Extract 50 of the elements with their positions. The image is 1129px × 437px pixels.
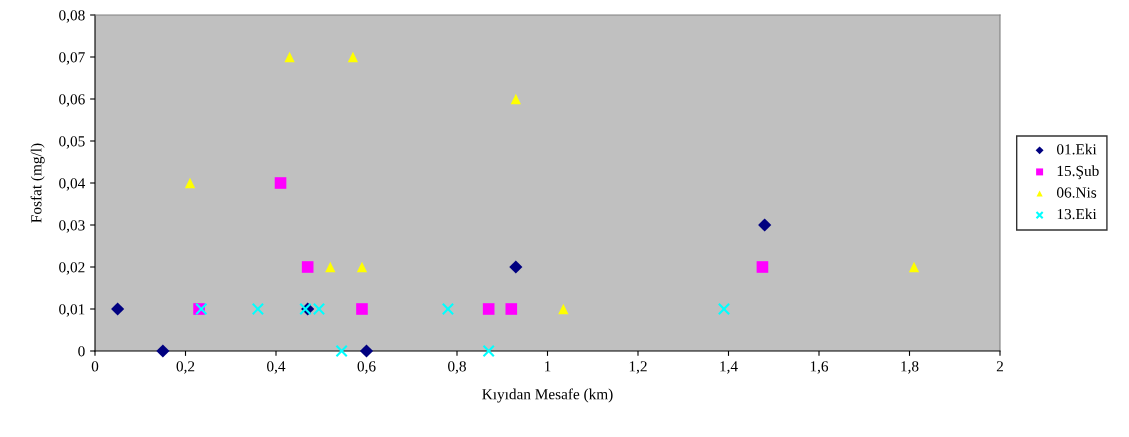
- point: [482, 303, 495, 315]
- x-tick-label: 1,6: [810, 361, 829, 374]
- point: [335, 344, 348, 358]
- point: [482, 344, 495, 358]
- point: [758, 218, 772, 232]
- x-tick-label: 0,8: [448, 361, 466, 374]
- point: [347, 51, 359, 63]
- point: [558, 303, 569, 315]
- y-tick-label: 0: [78, 346, 85, 357]
- x-tick-label: 0,4: [267, 361, 286, 374]
- y-tick-label: 0,07: [59, 52, 85, 65]
- y-tick-label: 0,06: [59, 94, 85, 107]
- y-tick-label: 0,02: [59, 262, 85, 275]
- x-tick-label: 0: [91, 361, 99, 372]
- point: [111, 302, 125, 316]
- point: [356, 261, 368, 273]
- point: [251, 302, 265, 316]
- point: [284, 51, 295, 63]
- y-tick-label: 0,05: [59, 136, 85, 149]
- x-tick-label: 0,2: [176, 361, 195, 374]
- point: [184, 177, 196, 189]
- y-axis-title: Fosfat (mg/l): [30, 143, 45, 223]
- x-axis-title: Kıyıdan Mesafe (km): [482, 388, 613, 403]
- x-tick-label: 1,2: [629, 361, 647, 374]
- point: [441, 302, 455, 316]
- y-tick-label: 0,03: [59, 220, 85, 233]
- legend-label: 15.Şub: [1057, 165, 1099, 180]
- point: [908, 261, 920, 273]
- point: [301, 261, 314, 273]
- x-tick-label: 0,6: [357, 361, 376, 374]
- y-tick-label: 0,08: [59, 10, 85, 23]
- point: [156, 344, 170, 358]
- legend-label: 13.Eki: [1057, 208, 1097, 220]
- point: [274, 177, 287, 189]
- point: [505, 303, 518, 315]
- point: [359, 344, 374, 358]
- y-tick-label: 0,04: [59, 178, 86, 191]
- point: [509, 260, 523, 274]
- point: [356, 303, 368, 315]
- x-tick-label: 1: [545, 361, 551, 372]
- legend-label: 01.Eki: [1056, 143, 1097, 155]
- x-tick-label: 1,4: [720, 361, 738, 374]
- point: [756, 261, 769, 273]
- x-tick-label: 1,8: [901, 361, 919, 374]
- x-tick-label: 2: [996, 361, 1003, 372]
- legend-label: 06.Nis: [1056, 187, 1097, 198]
- y-tick-label: 0,01: [59, 304, 85, 317]
- point: [325, 261, 336, 273]
- point: [510, 93, 521, 105]
- point: [717, 302, 731, 316]
